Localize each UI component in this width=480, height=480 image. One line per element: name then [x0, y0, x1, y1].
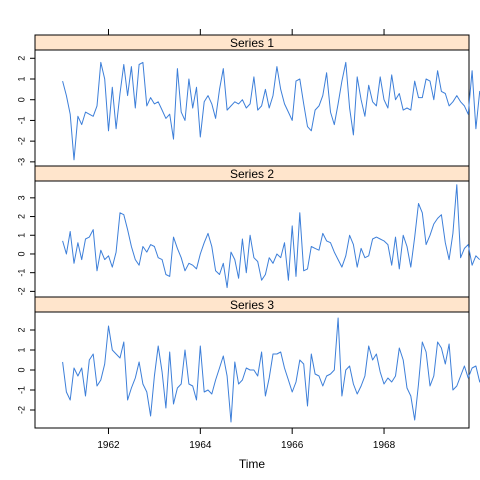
y-tick-label: 2	[16, 327, 26, 332]
y-tick-label: 2	[16, 214, 26, 219]
series-2-line	[62, 184, 480, 289]
y-tick-label: 0	[16, 97, 26, 102]
x-tick-label: 1964	[189, 440, 212, 451]
y-tick-label: 0	[16, 251, 26, 256]
y-tick-label: -1	[16, 116, 26, 124]
x-tick-label: 1968	[373, 440, 396, 451]
panel-frame-series-2	[34, 180, 470, 298]
panel-series-1: Series 1 -3 -2 -1 0 1 2	[16, 34, 480, 167]
y-tick-label: 2	[16, 56, 26, 61]
x-axis-top-ticks	[107, 29, 385, 35]
y-tick-label: -2	[16, 287, 26, 295]
strip-label-series-1: Series 1	[230, 36, 274, 50]
y-tick-label: -3	[16, 158, 26, 166]
panel-series-2: Series 2 -2 -1 0 1 2 3	[16, 165, 480, 298]
x-axis-bottom: 1962 1964 1966 1968	[97, 428, 396, 451]
y-tick-label: 3	[16, 195, 26, 200]
strip-label-series-2: Series 2	[230, 167, 274, 181]
x-axis-title: Time	[239, 457, 266, 471]
x-tick-label: 1962	[97, 440, 120, 451]
y-tick-label: 0	[16, 367, 26, 372]
y-tick-label: -1	[16, 386, 26, 394]
x-tick-label: 1966	[281, 440, 304, 451]
y-axis-series-1: -3 -2 -1 0 1 2	[16, 56, 35, 166]
y-tick-label: 1	[16, 347, 26, 352]
y-tick-label: 1	[16, 76, 26, 81]
y-tick-label: 1	[16, 233, 26, 238]
series-1-line	[62, 61, 480, 161]
y-tick-label: -2	[16, 406, 26, 414]
series-3-line	[62, 317, 480, 423]
y-axis-series-2: -2 -1 0 1 2 3	[16, 195, 35, 295]
panel-series-3: Series 3 -2 -1 0 1 2	[16, 296, 480, 429]
y-axis-series-3: -2 -1 0 1 2	[16, 327, 35, 414]
y-tick-label: -2	[16, 137, 26, 145]
y-tick-label: -1	[16, 269, 26, 277]
strip-label-series-3: Series 3	[230, 298, 274, 312]
